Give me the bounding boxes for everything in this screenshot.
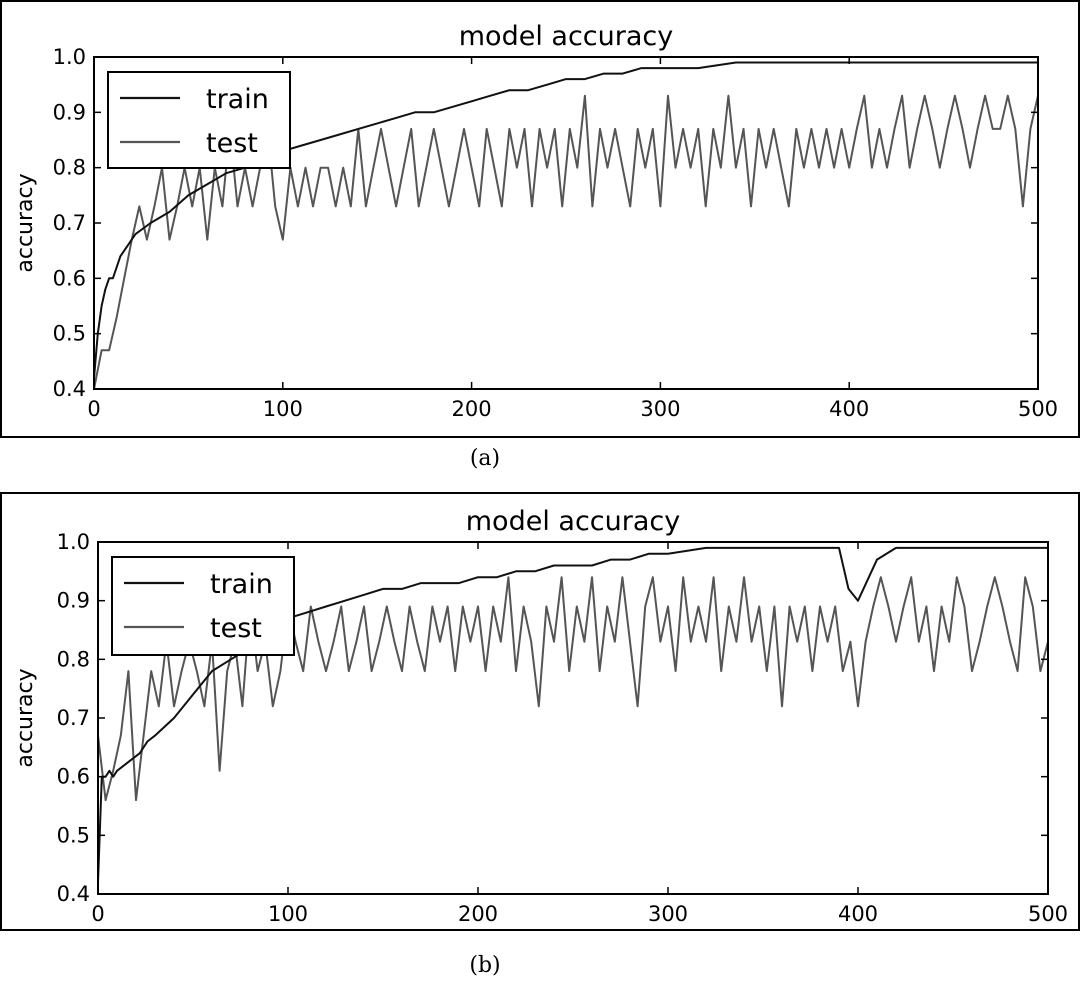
y-tick-label: 0.5 bbox=[57, 823, 90, 847]
y-axis-label: accuracy bbox=[13, 173, 38, 272]
y-tick-label: 0.4 bbox=[57, 882, 90, 906]
series-line-test bbox=[93, 94, 1039, 390]
series-line-test bbox=[97, 576, 1049, 802]
caption-a: (a) bbox=[469, 446, 501, 471]
x-tick-label: 100 bbox=[268, 902, 308, 926]
y-tick-label: 0.9 bbox=[53, 100, 86, 124]
x-tick-label: 300 bbox=[640, 397, 680, 421]
chart-a: model accuracy 0.4 0.5 0.6 0.7 0.8 0.9 1.0 0 100 2… bbox=[13, 21, 1058, 421]
x-tick-label: 100 bbox=[263, 397, 303, 421]
y-tick-label: 1.0 bbox=[53, 45, 86, 69]
chart-panel-b: model accuracy 0.4 0.5 0.6 0.7 0.8 0.9 1.0 0 100 2… bbox=[0, 492, 1080, 931]
legend-label-train: train bbox=[210, 569, 273, 600]
y-tick-label: 0.6 bbox=[53, 266, 86, 290]
legend-box bbox=[107, 71, 291, 169]
x-tick-label: 400 bbox=[829, 397, 869, 421]
y-tick-label: 0.7 bbox=[57, 706, 90, 730]
y-tick-label: 0.5 bbox=[53, 322, 86, 346]
x-tick-label: 500 bbox=[1028, 902, 1068, 926]
chart-title: model accuracy bbox=[466, 506, 680, 537]
chart-title: model accuracy bbox=[459, 21, 673, 52]
y-tick-label: 0.9 bbox=[57, 589, 90, 613]
x-tick-label: 0 bbox=[91, 902, 104, 926]
y-tick-label: 0.7 bbox=[53, 211, 86, 235]
x-tick-label: 400 bbox=[838, 902, 878, 926]
x-tick-label: 0 bbox=[87, 397, 100, 421]
y-tick-label: 0.8 bbox=[53, 156, 86, 180]
legend-label-test: test bbox=[210, 613, 262, 644]
y-tick-label: 0.6 bbox=[57, 765, 90, 789]
legend-label-test: test bbox=[206, 128, 258, 159]
y-tick-label: 1.0 bbox=[57, 530, 90, 554]
legend-label-train: train bbox=[206, 84, 269, 115]
caption-b: (b) bbox=[469, 953, 501, 978]
y-tick-label: 0.8 bbox=[57, 647, 90, 671]
x-tick-label: 200 bbox=[458, 902, 498, 926]
x-tick-label: 500 bbox=[1018, 397, 1058, 421]
series-line-train bbox=[93, 61, 1038, 378]
y-tick-label: 0.4 bbox=[53, 377, 86, 401]
legend-box bbox=[111, 556, 295, 656]
series-line-train bbox=[97, 546, 1048, 883]
x-tick-label: 300 bbox=[648, 902, 688, 926]
x-tick-label: 200 bbox=[452, 397, 492, 421]
y-axis-label: accuracy bbox=[13, 668, 38, 767]
chart-b: model accuracy 0.4 0.5 0.6 0.7 0.8 0.9 1.0 0 100 2… bbox=[13, 506, 1068, 926]
chart-panel-a: model accuracy 0.4 0.5 0.6 0.7 0.8 0.9 1.0 0 100 2… bbox=[0, 0, 1080, 438]
